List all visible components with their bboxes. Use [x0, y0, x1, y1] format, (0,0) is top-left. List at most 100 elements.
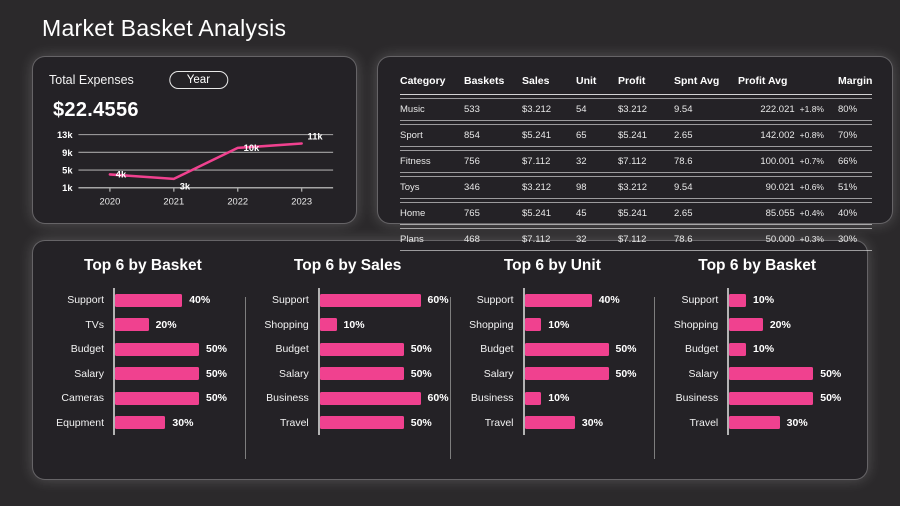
cell-profit: $5.241 [618, 130, 648, 141]
table-header-cell: Profit Avg [738, 75, 788, 87]
expenses-card-header: Total Expenses Year [45, 69, 340, 91]
bar-value-label: 10% [343, 318, 365, 331]
category-table-card: Category Baskets Sales Unit Profit Spnt Avg Pr… [377, 56, 894, 251]
cell-unit: 32 [576, 156, 587, 167]
bar-category-label: Shopping [264, 318, 309, 331]
table-row: Sport 854 $5.241 65 $5.241 2.65 142.002 +0.8% 70… [400, 124, 873, 147]
cell-spnt-avg: 2.65 [674, 130, 693, 141]
cell-category: Sport [400, 130, 423, 141]
bar-category-label: Support [67, 294, 104, 307]
profit-avg-change: +0.3% [799, 234, 824, 244]
table-header-cell: Margin [838, 75, 873, 87]
svg-text:11k: 11k [308, 132, 324, 142]
cell-margin: 80% [838, 104, 858, 115]
bar-category-label: Business [266, 392, 309, 405]
profit-avg-value: 85.055 [765, 208, 795, 219]
bar-category-label: Budget [275, 343, 309, 356]
bar-value-label: 20% [769, 318, 791, 331]
bar-track: 50% [317, 410, 450, 435]
bar-category-label: Support [271, 294, 309, 307]
profit-avg-value: 142.002 [760, 130, 795, 141]
bar-category-label: Salary [74, 367, 104, 380]
panel-divider [449, 297, 451, 459]
cell-spnt-avg: 9.54 [674, 104, 693, 115]
bar-value-label: 60% [427, 294, 449, 307]
bar [524, 367, 609, 381]
bar-track: 50% [317, 337, 450, 362]
bar-category-label: Support [681, 294, 719, 307]
cell-baskets: 468 [464, 234, 480, 245]
table-header-cell: Unit [576, 75, 597, 87]
bar-value-label: 60% [427, 392, 449, 405]
bar-value-label: 50% [820, 367, 842, 380]
bar-row: Travel 30% [451, 410, 655, 435]
profit-avg-change: +0.6% [799, 182, 824, 192]
cell-spnt-avg: 78.6 [674, 156, 693, 167]
cell-unit: 32 [576, 234, 587, 245]
profit-avg-change: +0.7% [799, 156, 824, 166]
bar-track: 10% [522, 312, 655, 337]
cell-spnt-avg: 2.65 [674, 208, 693, 219]
cell-category: Fitness [400, 156, 431, 167]
bar-value-label: 20% [155, 318, 177, 331]
bar-row: Cameras 50% [41, 386, 245, 411]
bar-chart: Support 40% TVs 20% Budget 50% Salary 50% Camera… [41, 288, 245, 435]
svg-text:2020: 2020 [100, 196, 121, 206]
bar-track: 50% [727, 361, 859, 386]
table-body: Music 533 $3.212 54 $3.212 9.54 222.021 +1.8% 80… [400, 98, 873, 251]
bar-value-label: 30% [581, 416, 603, 429]
table-row: Music 533 $3.212 54 $3.212 9.54 222.021 +1.8% 80… [400, 98, 873, 121]
bar-track: 50% [727, 386, 859, 411]
bar-category-label: Travel [484, 416, 514, 429]
page-title: Market Basket Analysis [42, 15, 287, 41]
bar-track: 50% [522, 361, 655, 386]
bar-value-label: 50% [206, 367, 228, 380]
bar-row: Support 60% [246, 288, 450, 313]
bar-row: Budget 10% [655, 337, 859, 362]
cell-profit: $5.241 [618, 208, 648, 219]
svg-text:4k: 4k [116, 169, 127, 179]
svg-text:3k: 3k [180, 182, 191, 192]
bar-category-label: Budget [480, 343, 514, 356]
bar-category-label: Equpment [56, 416, 104, 429]
bar-value-label: 30% [786, 416, 808, 429]
bar [115, 391, 199, 405]
period-filter-button[interactable]: Year [168, 71, 229, 89]
cell-spnt-avg: 78.6 [674, 234, 693, 245]
cell-margin: 66% [838, 156, 858, 167]
cell-sales: $7.112 [522, 156, 551, 167]
cell-profit-avg: 100.001 +0.7% [738, 156, 838, 167]
bar-category-label: Business [470, 392, 514, 405]
cell-sales: $7.112 [522, 234, 551, 245]
bar [319, 342, 404, 356]
bar-value-label: 50% [206, 392, 228, 405]
panel-title: Top 6 by Basket [698, 257, 816, 274]
bar-value-label: 50% [410, 367, 432, 380]
bar [729, 367, 814, 381]
bar-track: 50% [113, 361, 245, 386]
bar [729, 293, 747, 307]
bar-track: 10% [522, 386, 655, 411]
bar [319, 318, 337, 332]
bar-row: Support 10% [655, 288, 859, 313]
cell-spnt-avg: 9.54 [674, 182, 693, 193]
svg-text:5k: 5k [62, 165, 73, 175]
profit-avg-change: +0.8% [799, 130, 824, 140]
cell-sales: $5.241 [522, 208, 552, 219]
bar-category-label: Travel [279, 416, 309, 429]
top-row: Total Expenses Year $22.4556 13k 9k 5k 1k 20… [32, 56, 894, 251]
bar [319, 391, 421, 405]
bar-row: Salary 50% [655, 361, 859, 386]
cell-margin: 70% [838, 130, 858, 141]
bar [115, 318, 149, 332]
bar [524, 416, 575, 430]
bar [524, 342, 609, 356]
bar-category-label: Business [675, 392, 719, 405]
bar-row: Business 60% [246, 386, 450, 411]
bar-value-label: 50% [410, 416, 432, 429]
bar-category-label: Support [476, 294, 514, 307]
bar-category-label: Budget [684, 343, 719, 356]
bar-row: Salary 50% [451, 361, 655, 386]
total-expenses-value: $22.4556 [53, 99, 139, 121]
bar-track: 40% [113, 288, 245, 313]
